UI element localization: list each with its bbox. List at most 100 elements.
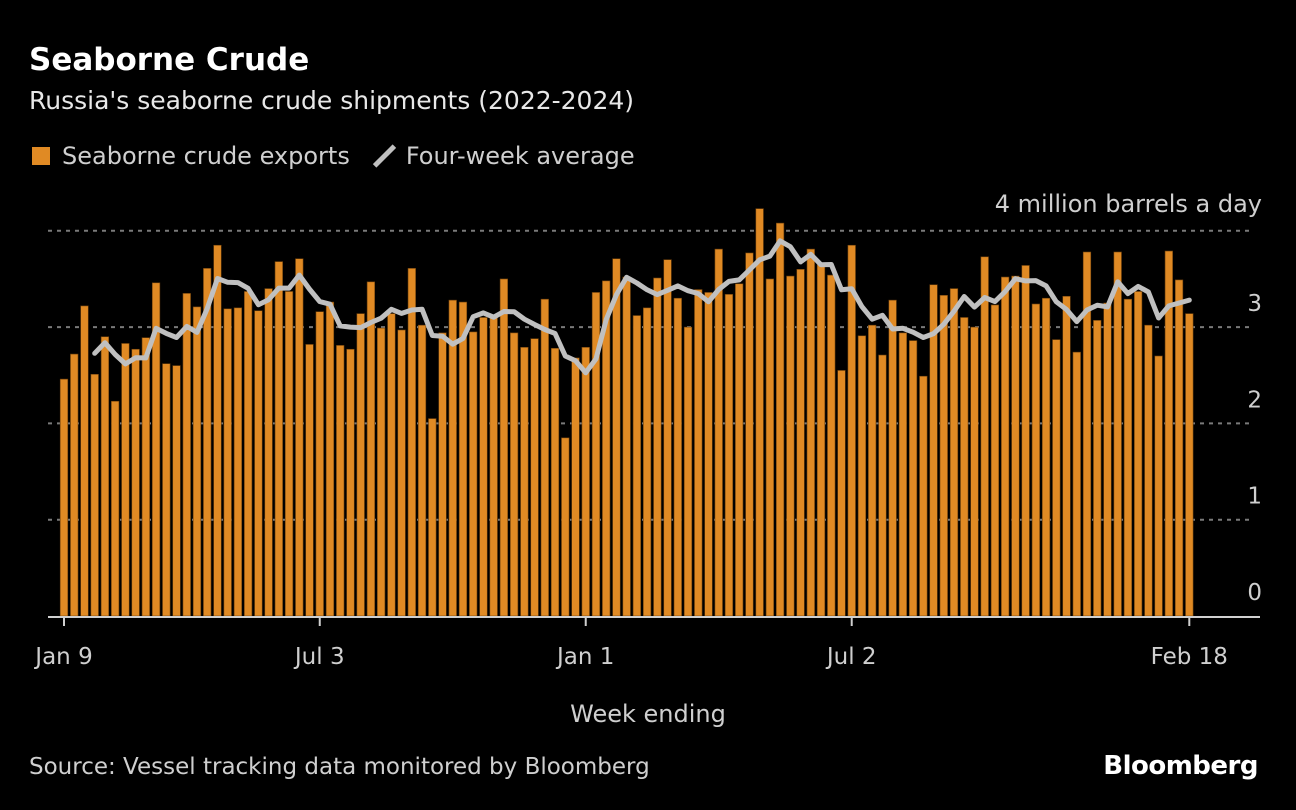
bar (673, 297, 682, 617)
bar (223, 308, 232, 617)
bar (694, 289, 703, 617)
bar (622, 276, 631, 617)
x-tick-label: Jul 3 (293, 644, 345, 670)
bar (1001, 276, 1010, 617)
bar (111, 400, 120, 617)
x-tick-label: Jan 9 (33, 644, 92, 670)
bar (141, 337, 150, 617)
bar (919, 375, 928, 617)
bar (990, 304, 1000, 617)
bar (70, 353, 79, 617)
y-unit-label: 4 million barrels a day (995, 190, 1262, 218)
source-note: Source: Vessel tracking data monitored b… (29, 754, 650, 780)
legend: Seaborne crude exports Four-week average (32, 142, 635, 170)
bar (192, 306, 202, 617)
bar (295, 258, 304, 617)
bar (908, 340, 918, 617)
bar (868, 324, 877, 617)
bar (581, 347, 590, 617)
bar (438, 332, 447, 617)
bar (1052, 339, 1061, 617)
bar (90, 373, 99, 617)
average-line (92, 238, 1192, 376)
bar (643, 307, 652, 617)
bar (458, 301, 468, 617)
bar (254, 310, 263, 617)
bar (1134, 291, 1143, 617)
bar (499, 278, 508, 617)
y-tick-label: 0 (1247, 580, 1262, 606)
bar (704, 292, 713, 617)
bar (1103, 302, 1112, 617)
bar (1174, 279, 1184, 617)
bar (806, 248, 815, 617)
bar (1093, 320, 1102, 617)
bar (765, 278, 774, 617)
y-tick-label: 3 (1247, 291, 1262, 317)
bar (1011, 275, 1020, 617)
bar (356, 313, 365, 617)
bar (1154, 355, 1163, 617)
bar (100, 336, 110, 617)
bar (898, 332, 907, 617)
bar (735, 283, 744, 617)
bar (244, 291, 253, 617)
bar (540, 298, 549, 617)
bar (315, 311, 324, 617)
bar (683, 326, 693, 617)
bar (1144, 324, 1153, 617)
bar (724, 294, 734, 617)
bar (714, 248, 723, 617)
bar (796, 269, 805, 617)
x-axis-title: Week ending (570, 700, 726, 728)
bar (1021, 265, 1030, 617)
bar (980, 256, 989, 617)
bar (131, 348, 140, 617)
bar (1072, 351, 1081, 617)
bar (816, 264, 826, 617)
bar (377, 327, 386, 617)
bar (305, 344, 314, 617)
bar (233, 307, 243, 617)
bar (428, 418, 437, 617)
bar (264, 288, 273, 617)
bar (213, 244, 222, 617)
bar (970, 326, 979, 617)
bar (612, 258, 621, 617)
bar (827, 274, 836, 617)
bar (632, 315, 641, 617)
bar (387, 313, 396, 617)
bar (489, 317, 498, 617)
bar (182, 293, 191, 617)
bar (530, 338, 539, 617)
x-tick-label: Feb 18 (1151, 644, 1228, 670)
bar (663, 259, 672, 617)
bar (284, 291, 294, 617)
bar (80, 305, 89, 617)
bar (121, 343, 130, 617)
x-tick-label: Jan 1 (555, 644, 614, 670)
bar (366, 281, 376, 617)
bar (888, 299, 897, 617)
bar (786, 275, 795, 617)
bar (469, 331, 478, 617)
bar (448, 299, 457, 617)
bar (479, 317, 488, 617)
bar (939, 295, 948, 617)
bar (1041, 297, 1051, 617)
bar (847, 244, 856, 617)
bar (336, 345, 345, 617)
bar (59, 378, 69, 617)
chart-title: Seaborne Crude (29, 42, 310, 78)
bar (878, 354, 887, 617)
bar (1185, 313, 1194, 617)
bar (397, 329, 406, 617)
bar (857, 335, 867, 617)
bar (346, 348, 355, 617)
bar (745, 252, 754, 617)
bar (172, 365, 181, 617)
bar (571, 357, 580, 617)
bar (1062, 295, 1071, 617)
bar (550, 347, 560, 617)
